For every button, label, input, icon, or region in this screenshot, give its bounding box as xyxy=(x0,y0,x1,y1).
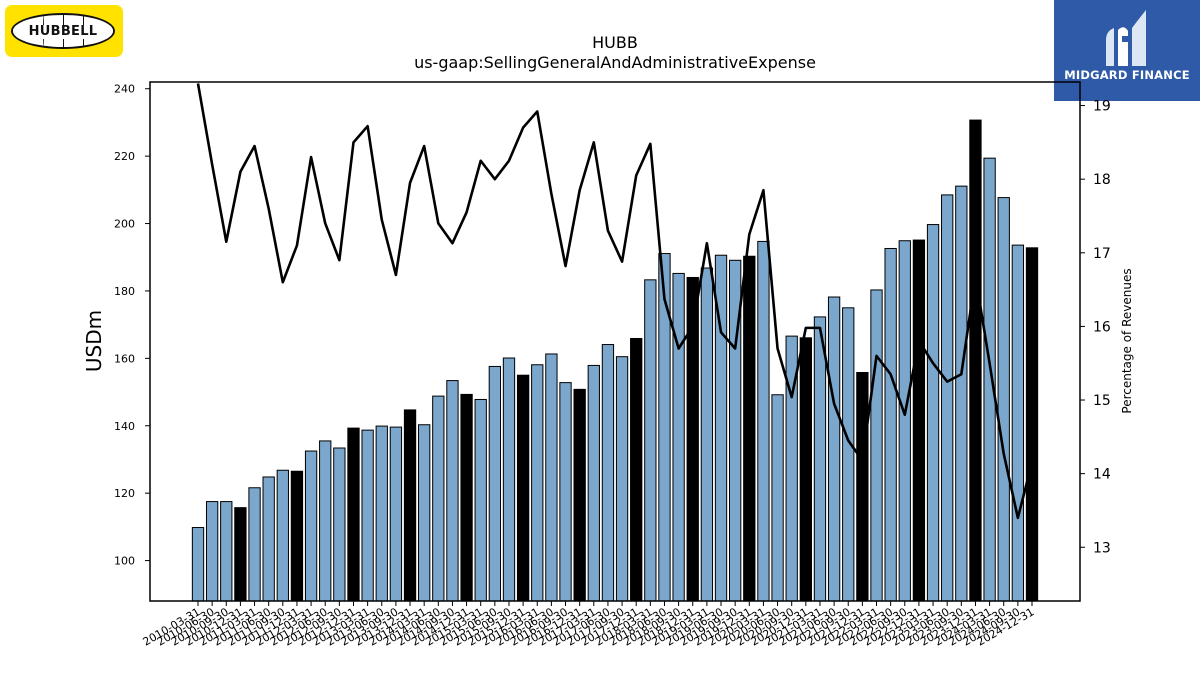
bar xyxy=(234,507,247,602)
midgard-finance-logo: MIDGARD FINANCE xyxy=(1054,0,1200,101)
bar xyxy=(672,272,685,602)
bar xyxy=(941,194,954,602)
y2-tick-label: 18 xyxy=(1093,172,1111,188)
y2-tick-label: 14 xyxy=(1093,467,1111,483)
bar xyxy=(248,487,261,602)
y-axis-label: USDm xyxy=(82,310,106,372)
bar xyxy=(559,382,572,602)
bar xyxy=(403,409,417,602)
y-tick-label: 140 xyxy=(114,420,135,433)
y2-tick-label: 17 xyxy=(1093,246,1111,262)
bar xyxy=(644,279,657,602)
revenue-pct-line xyxy=(196,83,1034,520)
chart-title: HUBB xyxy=(592,33,638,52)
bar xyxy=(1011,244,1025,602)
bar xyxy=(898,240,911,602)
bar xyxy=(700,267,714,602)
bar xyxy=(502,357,516,602)
plot-frame xyxy=(149,81,1081,602)
midgard-emblem-icon xyxy=(1106,10,1146,66)
bar xyxy=(1025,247,1039,602)
bar xyxy=(573,388,586,602)
bar xyxy=(191,527,205,602)
y-tick-label: 160 xyxy=(114,352,135,365)
y-tick-label: 240 xyxy=(114,83,135,96)
y-tick-label: 120 xyxy=(114,487,135,500)
y-tick-label: 100 xyxy=(114,555,135,568)
y2-tick-label: 13 xyxy=(1093,540,1111,556)
y-tick-label: 180 xyxy=(114,285,135,298)
bar xyxy=(389,426,403,602)
hubbell-logo: HUBBELL xyxy=(5,5,123,57)
bar xyxy=(516,374,530,602)
bar xyxy=(290,470,304,602)
bar xyxy=(418,424,431,602)
bar xyxy=(856,372,869,602)
bar xyxy=(531,364,544,602)
bar xyxy=(304,450,318,602)
bar xyxy=(319,440,332,602)
bar xyxy=(969,119,982,602)
bar xyxy=(955,185,968,602)
bar xyxy=(771,394,784,602)
bar xyxy=(813,316,827,602)
bar xyxy=(432,395,445,602)
midgard-finance-logo-text: MIDGARD FINANCE xyxy=(1064,68,1190,82)
y-tick-label: 220 xyxy=(114,150,135,163)
bar xyxy=(799,337,812,602)
y2-tick-label: 19 xyxy=(1093,99,1111,115)
bar xyxy=(912,239,926,602)
bar xyxy=(262,476,275,602)
bar xyxy=(333,447,346,602)
bar xyxy=(474,398,487,602)
bar xyxy=(997,197,1010,602)
bar xyxy=(460,393,473,602)
bar xyxy=(446,380,459,602)
bar xyxy=(205,501,219,602)
bar xyxy=(587,364,600,602)
bar xyxy=(757,240,770,602)
chart-subtitle: us-gaap:SellingGeneralAndAdministrativeE… xyxy=(414,53,816,72)
hubbell-logo-text: HUBBELL xyxy=(13,25,113,39)
bar xyxy=(870,289,883,602)
hubbell-globe-icon: HUBBELL xyxy=(11,13,115,49)
bar xyxy=(347,427,360,602)
bar xyxy=(601,344,615,602)
bar xyxy=(842,307,855,602)
bar xyxy=(361,429,374,602)
bar xyxy=(615,356,629,602)
bar xyxy=(545,353,558,602)
bar xyxy=(630,337,643,602)
bar xyxy=(983,157,996,602)
bar xyxy=(375,425,388,602)
bar xyxy=(926,224,940,602)
bar xyxy=(743,255,756,602)
y2-tick-label: 15 xyxy=(1093,393,1111,409)
bar xyxy=(276,469,289,602)
bar xyxy=(658,253,671,602)
bar xyxy=(827,296,841,602)
bar xyxy=(884,247,897,602)
y2-tick-label: 16 xyxy=(1093,319,1111,335)
y-tick-label: 200 xyxy=(114,218,135,231)
bar xyxy=(488,365,502,602)
bar xyxy=(220,501,233,602)
y2-axis-label: Percentage of Revenues xyxy=(1120,268,1134,413)
